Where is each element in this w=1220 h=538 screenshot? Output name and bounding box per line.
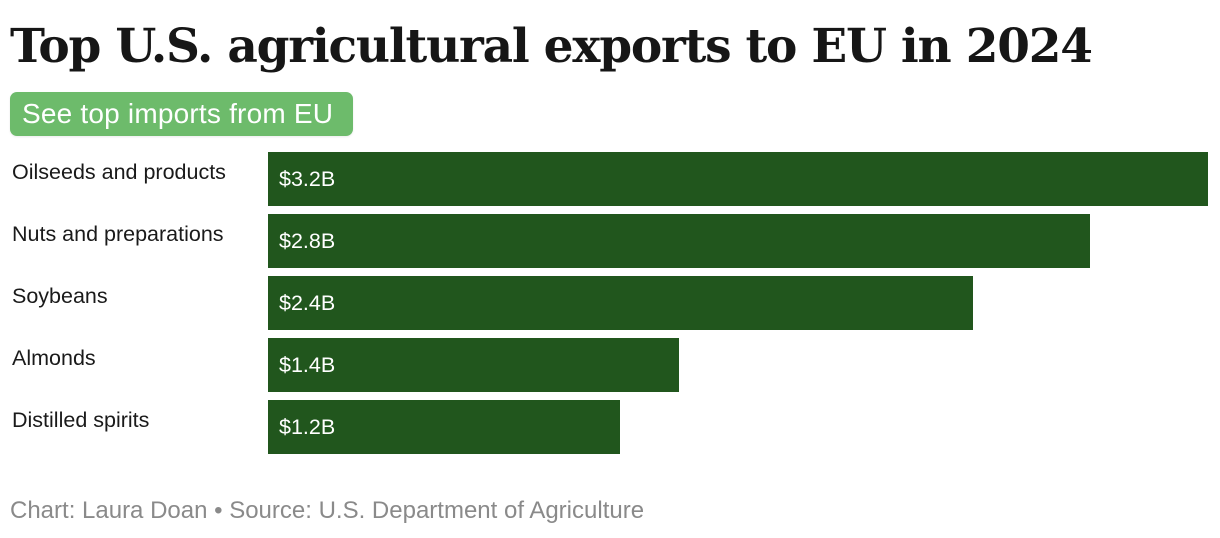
chart-source-credit: Chart: Laura Doan • Source: U.S. Departm… bbox=[10, 497, 645, 524]
bar-row: Oilseeds and products $3.2B bbox=[0, 148, 1220, 206]
bar: $1.4B bbox=[268, 338, 679, 392]
category-label: Soybeans bbox=[12, 284, 108, 308]
bar-value-label: $3.2B bbox=[279, 167, 336, 191]
bar-value-label: $2.4B bbox=[279, 291, 336, 315]
category-label: Nuts and preparations bbox=[12, 222, 224, 246]
bar-value-label: $1.4B bbox=[279, 353, 336, 377]
bar-value-label: $2.8B bbox=[279, 229, 336, 253]
category-label: Distilled spirits bbox=[12, 408, 150, 432]
bar-chart: Oilseeds and products $3.2B Nuts and prepa… bbox=[0, 148, 1220, 468]
bar-row: Distilled spirits $1.2B bbox=[0, 396, 1220, 454]
bar: $3.2B bbox=[268, 152, 1208, 206]
bar: $2.4B bbox=[268, 276, 973, 330]
see-top-imports-button[interactable]: See top imports from EU bbox=[10, 92, 354, 136]
bar-row: Soybeans $2.4B bbox=[0, 272, 1220, 330]
bar-row: Nuts and preparations $2.8B bbox=[0, 210, 1220, 268]
bar: $1.2B bbox=[268, 400, 620, 454]
bar-row: Almonds $1.4B bbox=[0, 334, 1220, 392]
bar: $2.8B bbox=[268, 214, 1090, 268]
chart-title: Top U.S. agricultural exports to EU in 2… bbox=[10, 19, 1093, 74]
bar-value-label: $1.2B bbox=[279, 415, 336, 439]
category-label: Oilseeds and products bbox=[12, 160, 226, 184]
category-label: Almonds bbox=[12, 346, 96, 370]
